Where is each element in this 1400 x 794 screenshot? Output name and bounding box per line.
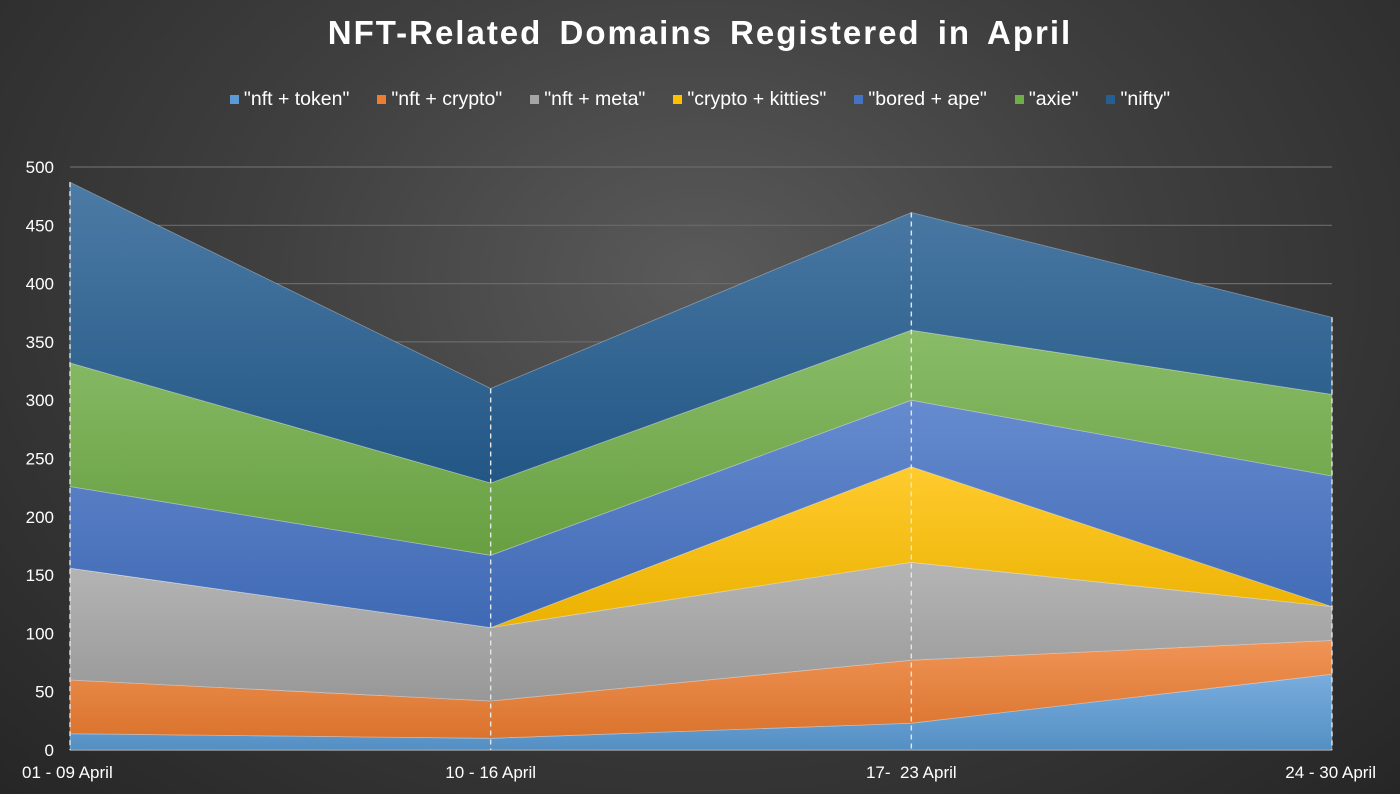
legend-item: "nft + meta": [530, 88, 645, 111]
legend-label: "nft + meta": [544, 88, 646, 110]
legend-label: "nifty": [1120, 88, 1171, 110]
legend-item: "axie": [1014, 88, 1079, 111]
y-tick-label: 250: [26, 450, 54, 469]
legend-label: "crypto + kitties": [687, 88, 827, 110]
legend-item: "nft + crypto": [377, 88, 502, 111]
legend-item: "nifty": [1106, 88, 1170, 111]
legend-label: "nft + crypto": [391, 88, 503, 110]
y-tick-label: 400: [26, 275, 54, 294]
x-tick-label: 10 - 16 April: [445, 763, 536, 782]
y-tick-label: 150: [26, 566, 54, 585]
x-tick-label: 01 - 09 April: [22, 763, 113, 782]
x-tick-label: 17- 23 April: [866, 763, 957, 782]
legend-label: "axie": [1028, 88, 1079, 110]
y-tick-label: 450: [26, 216, 54, 235]
area-series: [69, 561, 1333, 702]
y-tick-label: 350: [26, 333, 54, 352]
y-tick-label: 50: [35, 683, 54, 702]
legend-item: "crypto + kitties": [673, 88, 826, 111]
legend-swatch: [1014, 95, 1024, 104]
legend-item: "bored + ape": [854, 88, 987, 111]
chart-title: NFT-Related Domains Registered in April: [327, 14, 1073, 51]
x-tick-label: 24 - 30 April: [1285, 763, 1376, 782]
legend-swatch: [530, 95, 540, 104]
legend: "nft + token" "nft + crypto" "nft + meta" "…: [0, 88, 1400, 111]
legend-swatch: [229, 95, 239, 104]
legend-swatch: [673, 95, 683, 104]
y-tick-label: 500: [26, 158, 54, 177]
legend-swatch: [854, 95, 864, 104]
area-series: [69, 639, 1333, 739]
y-tick-label: 200: [26, 508, 54, 527]
y-tick-label: 300: [26, 391, 54, 410]
legend-swatch: [1106, 95, 1116, 104]
legend-item: "nft + token": [229, 88, 350, 111]
legend-swatch: [377, 95, 387, 104]
legend-label: "nft + token": [243, 88, 350, 110]
legend-label: "bored + ape": [868, 88, 987, 110]
y-tick-label: 100: [26, 624, 54, 643]
area-series: [69, 329, 1333, 556]
y-tick-label: 0: [45, 741, 54, 760]
